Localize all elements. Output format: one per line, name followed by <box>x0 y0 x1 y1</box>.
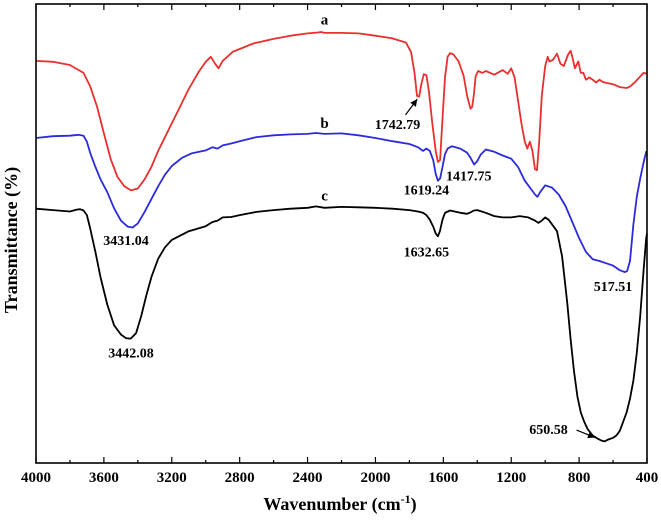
series-line-a <box>35 31 648 192</box>
x-axis-title-close: ) <box>411 494 417 515</box>
x-tick-label-2400: 2400 <box>293 470 323 486</box>
x-axis-title-main: Wavenumber (cm <box>263 494 400 515</box>
x-axis-title: Wavenumber (cm-1) <box>263 492 416 515</box>
x-tick-label-1600: 1600 <box>428 470 458 486</box>
x-tick-label-1200: 1200 <box>496 470 526 486</box>
series-label-a: a <box>321 13 329 29</box>
x-tick-label-2000: 2000 <box>360 470 390 486</box>
x-tick-label-2800: 2800 <box>225 470 255 486</box>
series-label-b: b <box>320 116 328 132</box>
series-labels: a b c <box>320 13 328 205</box>
peak-label-517.51: 517.51 <box>594 280 633 295</box>
x-axis-ticks: 4000 3600 3200 2800 2400 2000 1600 1200 800 400 <box>21 4 658 486</box>
peak-label-3431.04: 3431.04 <box>103 234 149 249</box>
x-tick-label-3600: 3600 <box>89 470 119 486</box>
peak-label-650.58: 650.58 <box>529 423 568 438</box>
x-tick-label-3200: 3200 <box>157 470 187 486</box>
peak-arrowhead-650.58 <box>587 431 595 439</box>
peak-label-1632.65: 1632.65 <box>404 245 450 260</box>
series-label-c: c <box>321 188 328 204</box>
x-axis-title-sup: -1 <box>401 492 411 506</box>
peak-label-1417.75: 1417.75 <box>446 170 492 185</box>
x-tick-label-400: 400 <box>636 470 659 486</box>
y-axis-title: Transmittance (%) <box>1 167 22 313</box>
x-tick-label-800: 800 <box>568 470 591 486</box>
peak-label-1742.79: 1742.79 <box>375 118 421 133</box>
x-tick-label-4000: 4000 <box>21 470 51 486</box>
series-line-c <box>35 205 648 443</box>
series-line-b <box>35 132 648 273</box>
peak-label-1619.24: 1619.24 <box>404 183 450 198</box>
plot-lines <box>35 31 648 443</box>
peak-arrowhead-1742.79 <box>410 99 418 107</box>
peak-label-3442.08: 3442.08 <box>108 346 154 361</box>
